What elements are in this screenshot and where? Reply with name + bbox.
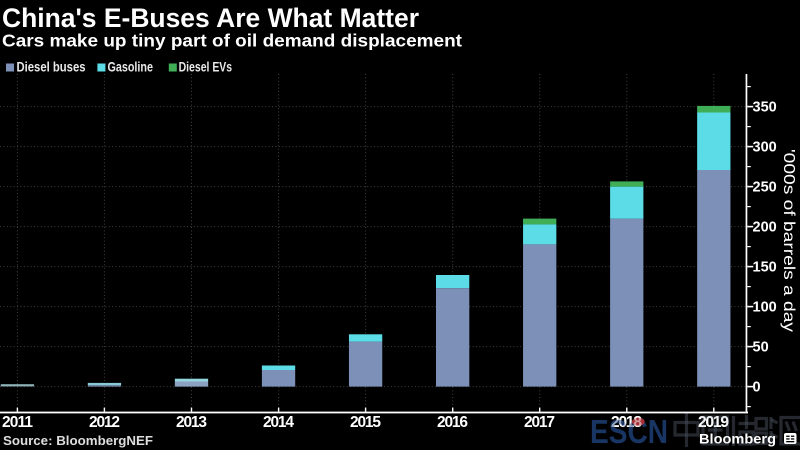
svg-text:China's E-Buses Are What Matte: China's E-Buses Are What Matter <box>2 3 419 33</box>
svg-text:2019: 2019 <box>698 414 729 431</box>
svg-text:Diesel buses: Diesel buses <box>17 60 86 75</box>
svg-text:Gasoline: Gasoline <box>108 60 154 75</box>
svg-text:2017: 2017 <box>524 414 555 431</box>
svg-text:2018: 2018 <box>611 414 642 431</box>
svg-text:'000s of barrels a day: '000s of barrels a day <box>780 149 797 332</box>
svg-text:2018: 2018 <box>611 414 642 431</box>
svg-text:200: 200 <box>753 220 777 236</box>
svg-text:2014: 2014 <box>263 414 294 431</box>
svg-text:Diesel EVs: Diesel EVs <box>179 60 233 75</box>
svg-text:Bloomberg: Bloomberg <box>699 431 776 447</box>
svg-text:50: 50 <box>753 340 769 356</box>
svg-text:2015: 2015 <box>350 414 381 431</box>
svg-text:300: 300 <box>753 140 777 156</box>
svg-text:2011: 2011 <box>2 414 33 431</box>
svg-text:ESCN: ESCN <box>590 413 668 450</box>
svg-text:2016: 2016 <box>437 414 468 431</box>
svg-text:2012: 2012 <box>89 414 120 431</box>
svg-text:100: 100 <box>753 300 777 316</box>
svg-text:250: 250 <box>753 180 777 196</box>
svg-text:2013: 2013 <box>176 414 207 431</box>
svg-text:0: 0 <box>753 380 761 396</box>
svg-text:Cars make up tiny part of oil: Cars make up tiny part of oil demand dis… <box>2 31 462 51</box>
svg-text:Source: BloombergNEF: Source: BloombergNEF <box>3 434 153 448</box>
svg-text:350: 350 <box>753 100 777 116</box>
svg-text:150: 150 <box>753 260 777 276</box>
